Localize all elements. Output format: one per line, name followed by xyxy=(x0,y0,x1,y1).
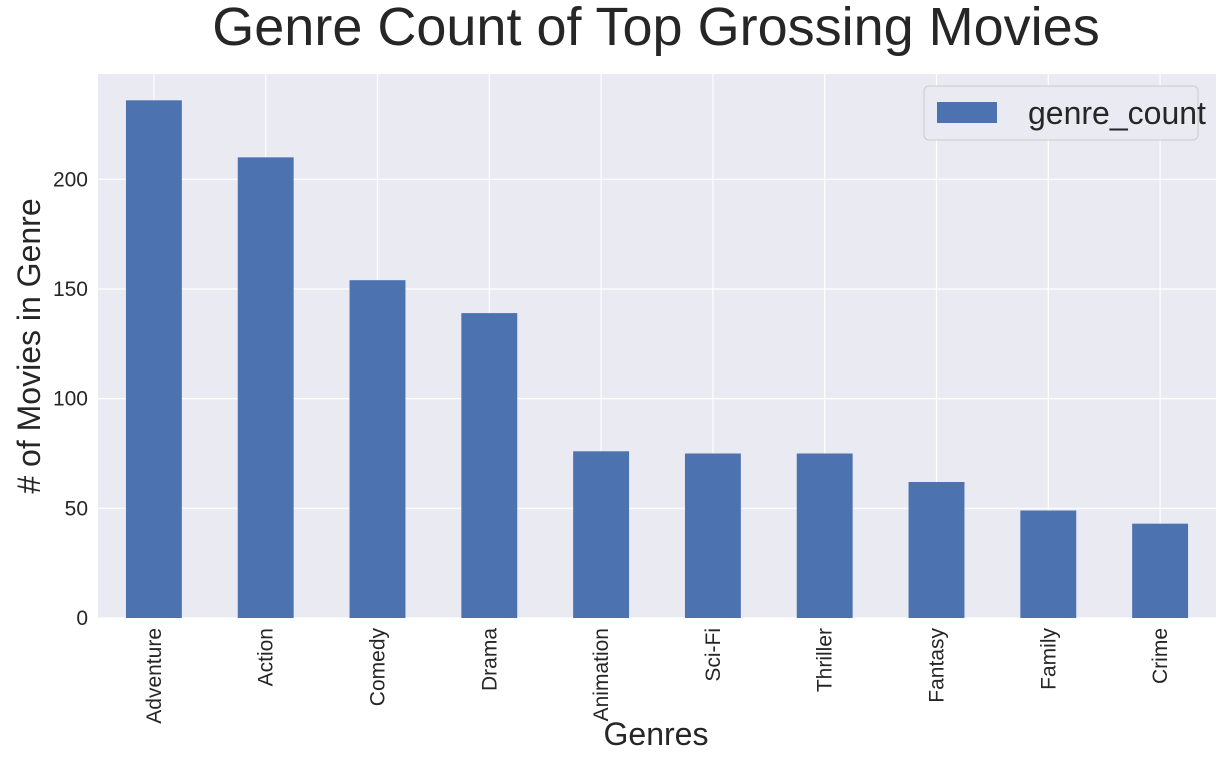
x-axis-label: Genres xyxy=(604,716,709,752)
x-tick-label: Fantasy xyxy=(926,628,949,703)
bar-action xyxy=(237,157,294,618)
bar-comedy xyxy=(349,280,406,618)
x-tick-label: Comedy xyxy=(367,628,390,707)
bar-crime xyxy=(1132,523,1189,618)
y-tick-label: 50 xyxy=(65,497,88,520)
legend-label: genre_count xyxy=(1028,95,1206,131)
bar-animation xyxy=(573,451,630,618)
bars xyxy=(125,100,1189,619)
bar-family xyxy=(1020,510,1077,618)
x-tick-label: Animation xyxy=(590,628,613,721)
y-tick-label: 150 xyxy=(53,278,88,301)
x-tick-label: Sci-Fi xyxy=(702,628,725,682)
bar-adventure xyxy=(125,100,182,619)
bar-drama xyxy=(461,313,518,618)
y-tick-label: 0 xyxy=(76,607,88,630)
x-tick-label: Adventure xyxy=(143,628,166,724)
bar-sci-fi xyxy=(684,453,741,618)
x-axis-ticks: Adventure Action Comedy Drama Animation Sci-F… xyxy=(143,628,1172,724)
x-tick-label: Action xyxy=(255,628,278,686)
y-axis-label: # of Movies in Genre xyxy=(11,198,47,493)
bar-fantasy xyxy=(908,482,965,618)
y-tick-label: 200 xyxy=(53,168,88,191)
legend-swatch xyxy=(937,102,997,123)
y-axis-ticks: 0 50 100 150 200 xyxy=(53,168,88,630)
x-tick-label: Crime xyxy=(1149,628,1172,684)
x-tick-label: Drama xyxy=(478,628,501,691)
x-tick-label: Family xyxy=(1037,628,1060,690)
bar-thriller xyxy=(796,453,853,618)
y-tick-label: 100 xyxy=(53,388,88,411)
chart-title: Genre Count of Top Grossing Movies xyxy=(212,0,1099,57)
legend: genre_count xyxy=(923,85,1206,141)
legend-box xyxy=(923,85,1199,141)
x-tick-label: Thriller xyxy=(814,628,837,692)
